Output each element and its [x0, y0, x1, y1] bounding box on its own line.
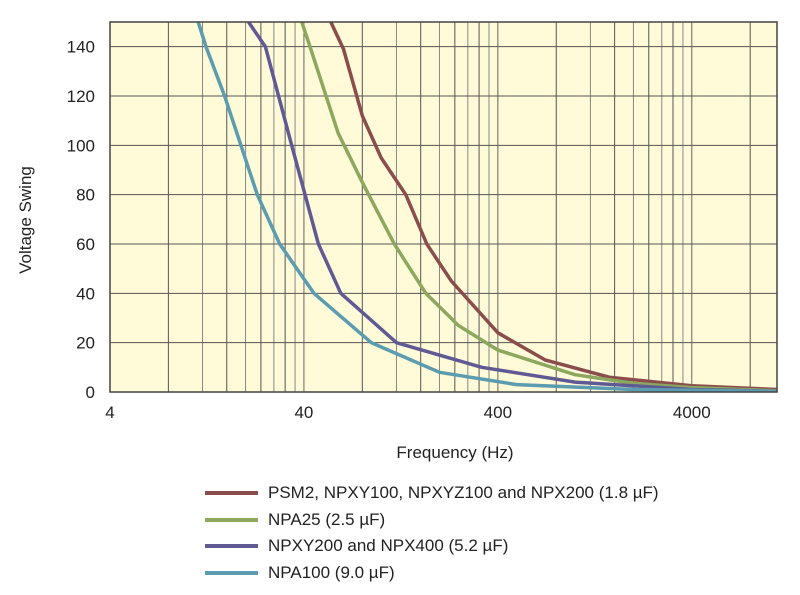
legend-item: NPA25 (2.5 µF) [205, 507, 659, 534]
legend-label: PSM2, NPXY100, NPXYZ100 and NPX200 (1.8 … [268, 483, 659, 503]
x-axis-title: Frequency (Hz) [396, 443, 513, 462]
chart-plot: 0 20 40 60 80 100 120 140 4 40 400 4000 Frequency (… [16, 21, 778, 462]
plot-frame [109, 21, 778, 393]
series-line [196, 22, 777, 392]
x-tick-label: 40 [294, 403, 313, 422]
tick-labels: 0 20 40 60 80 100 120 140 4 40 400 4000 [67, 38, 711, 422]
y-tick-label: 140 [67, 38, 95, 57]
legend-swatch [205, 570, 258, 575]
y-tick-label: 60 [76, 235, 95, 254]
y-axis-title: Voltage Swing [16, 166, 35, 274]
legend-swatch [205, 517, 258, 522]
series-line [247, 22, 777, 392]
y-tick-label: 40 [76, 284, 95, 303]
y-tick-label: 20 [76, 334, 95, 353]
x-tick-label: 4 [105, 403, 114, 422]
legend-item: NPA100 (9.0 µF) [205, 560, 659, 587]
legend-label: NPXY200 and NPX400 (5.2 µF) [268, 536, 509, 556]
legend-item: NPXY200 and NPX400 (5.2 µF) [205, 533, 659, 560]
x-tick-label: 400 [484, 403, 512, 422]
series-lines [196, 22, 777, 392]
legend-label: NPA25 (2.5 µF) [268, 509, 386, 529]
y-tick-label: 120 [67, 87, 95, 106]
legend-swatch [205, 491, 258, 496]
legend-item: PSM2, NPXY100, NPXYZ100 and NPX200 (1.8 … [205, 480, 659, 507]
series-line [329, 22, 777, 392]
y-tick-label: 100 [67, 136, 95, 155]
series-line [300, 22, 777, 392]
legend-swatch [205, 544, 258, 549]
y-tick-label: 0 [86, 383, 95, 402]
legend: PSM2, NPXY100, NPXYZ100 and NPX200 (1.8 … [205, 480, 659, 586]
legend-label: NPA100 (9.0 µF) [268, 562, 395, 582]
x-tick-label: 4000 [673, 403, 711, 422]
y-tick-label: 80 [76, 186, 95, 205]
plot-area [110, 22, 777, 392]
